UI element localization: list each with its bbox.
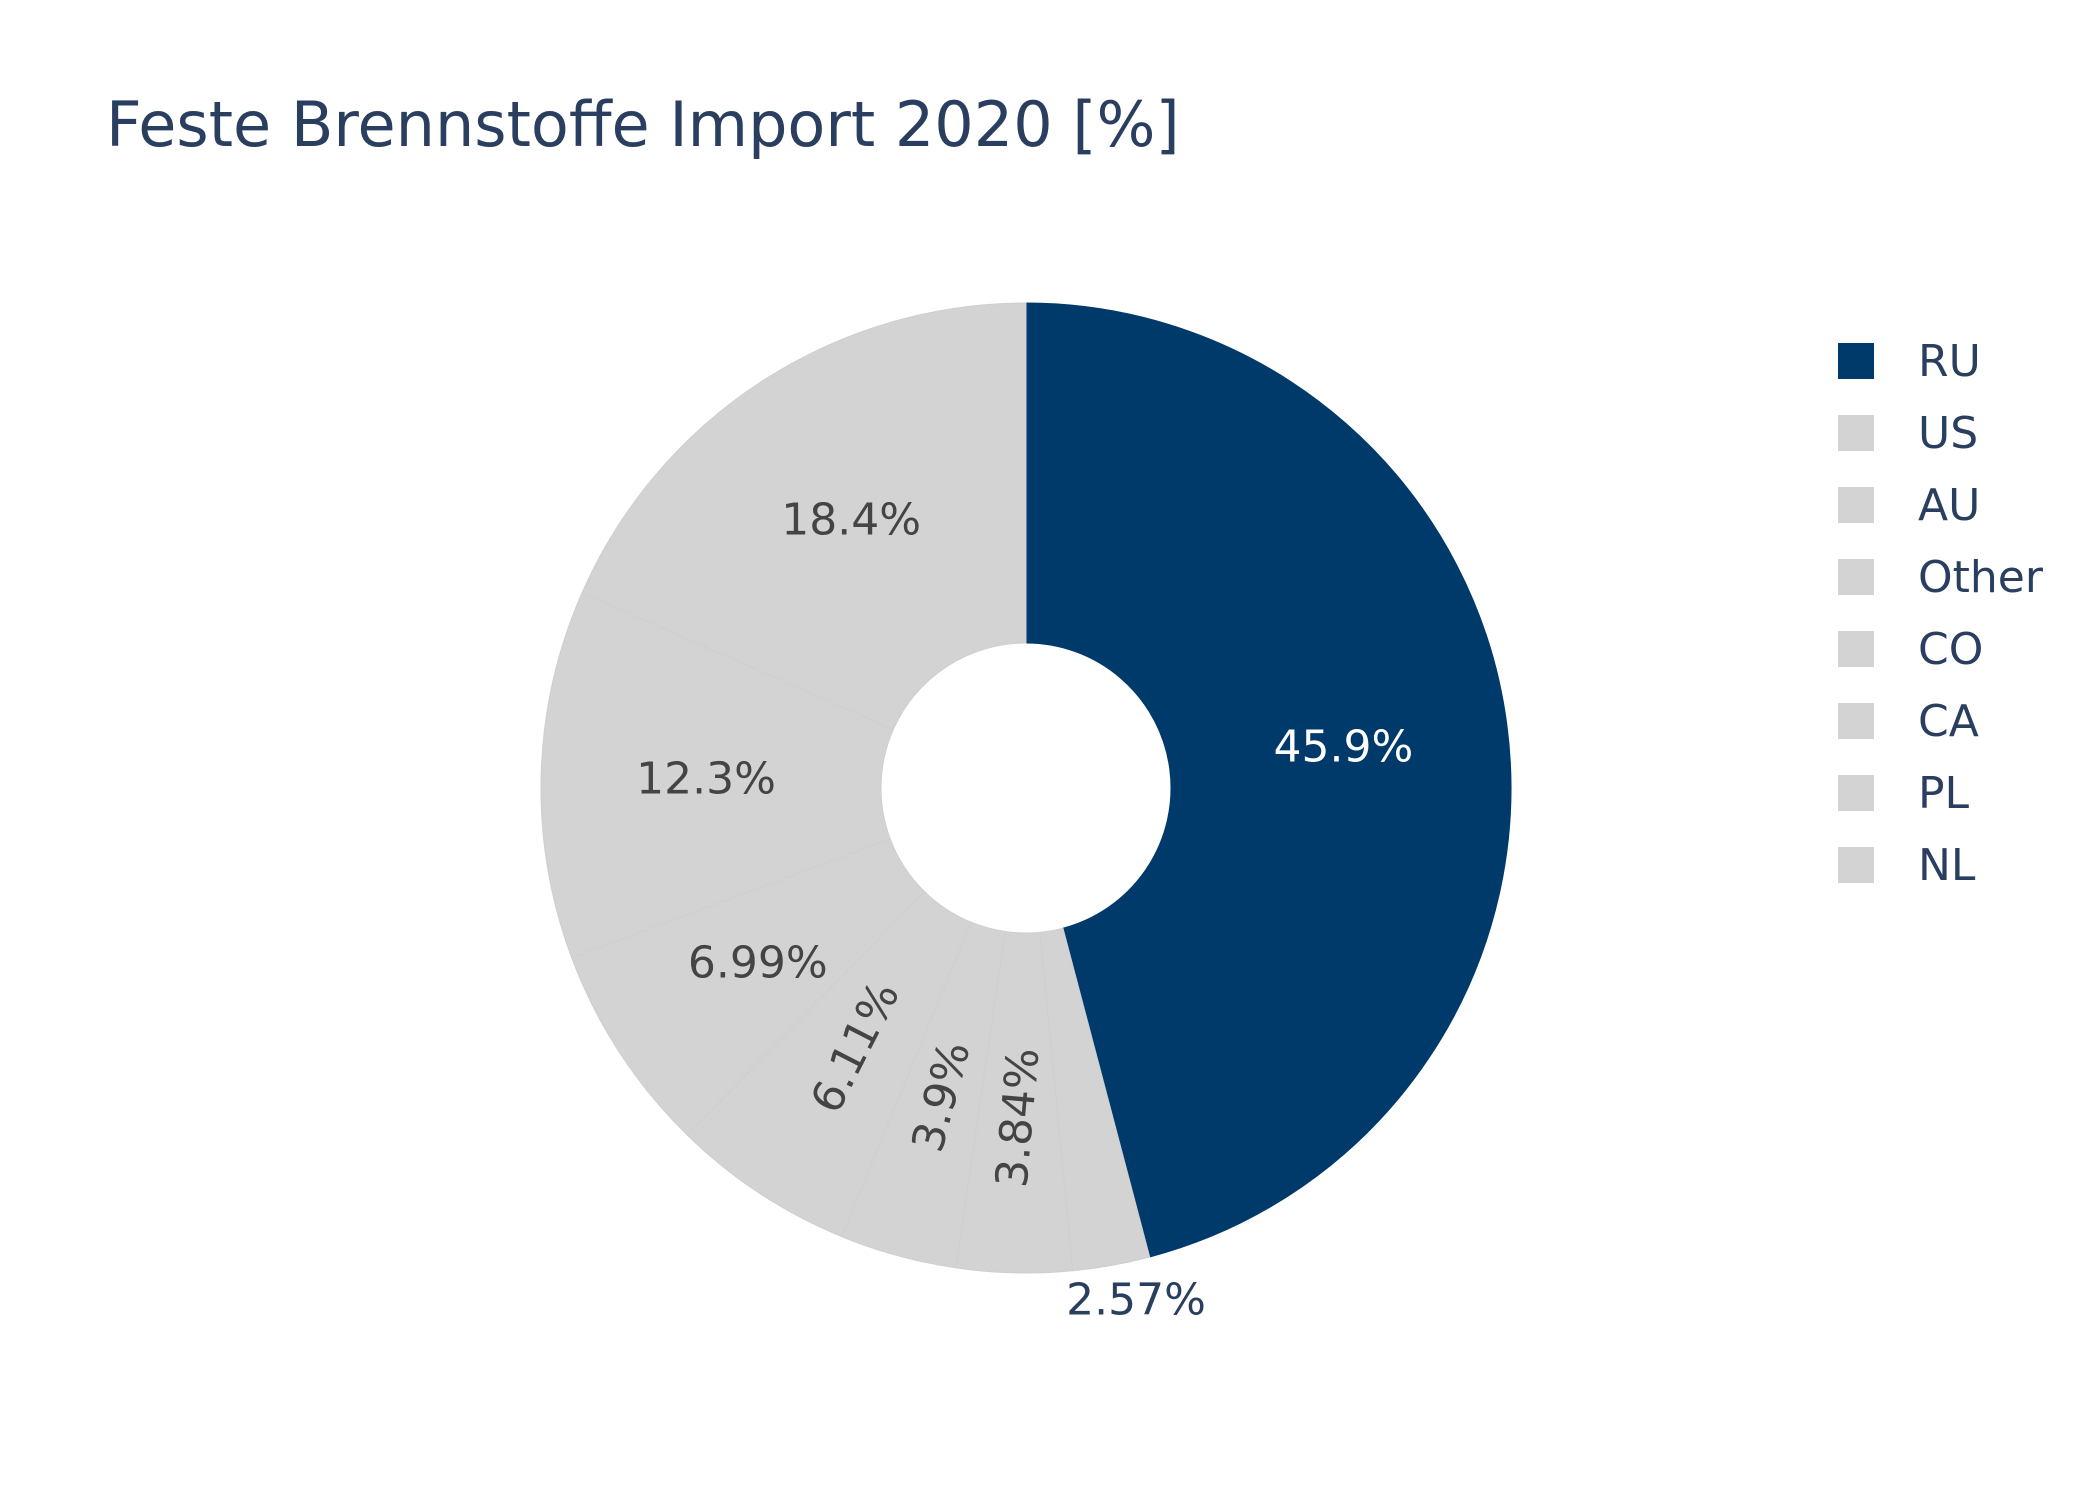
legend-swatch	[1838, 775, 1874, 811]
legend-label: RU	[1918, 335, 1981, 387]
data-label-nl: 2.57%	[1066, 1275, 1206, 1326]
legend-item-co[interactable]: CO	[1838, 613, 2043, 685]
legend-item-pl[interactable]: PL	[1838, 757, 2043, 829]
donut-slices	[540, 302, 1512, 1274]
data-label-us: 18.4%	[781, 494, 921, 545]
slice-other[interactable]	[571, 838, 926, 1136]
data-label-pl: 3.84%	[987, 1046, 1050, 1190]
data-label-au: 12.3%	[636, 753, 776, 804]
slice-au[interactable]	[540, 591, 894, 959]
legend-label: Other	[1918, 551, 2043, 603]
legend-swatch	[1838, 343, 1874, 379]
legend-label: CA	[1918, 695, 1979, 747]
legend-label: PL	[1918, 767, 1970, 819]
legend-item-us[interactable]: US	[1838, 397, 2043, 469]
legend-swatch	[1838, 559, 1874, 595]
legend-label: US	[1918, 407, 1979, 459]
legend-label: AU	[1918, 479, 1981, 531]
legend-item-ca[interactable]: CA	[1838, 685, 2043, 757]
legend-swatch	[1838, 847, 1874, 883]
legend-item-other[interactable]: Other	[1838, 541, 2043, 613]
legend-label: CO	[1918, 623, 1984, 675]
legend-item-nl[interactable]: NL	[1838, 829, 2043, 901]
legend: RU US AU Other CO CA PL NL	[1838, 325, 2043, 901]
legend-swatch	[1838, 487, 1874, 523]
legend-swatch	[1838, 631, 1874, 667]
legend-item-ru[interactable]: RU	[1838, 325, 2043, 397]
data-label-ru: 45.9%	[1274, 721, 1414, 772]
chart-title: Feste Brennstoffe Import 2020 [%]	[106, 88, 1180, 161]
slice-us[interactable]	[581, 302, 1027, 731]
slice-ru[interactable]	[1025, 302, 1512, 1258]
legend-item-au[interactable]: AU	[1838, 469, 2043, 541]
legend-label: NL	[1918, 839, 1976, 891]
slice-co[interactable]	[686, 891, 972, 1238]
data-label-other: 6.99%	[688, 937, 828, 988]
legend-swatch	[1838, 415, 1874, 451]
legend-swatch	[1838, 703, 1874, 739]
